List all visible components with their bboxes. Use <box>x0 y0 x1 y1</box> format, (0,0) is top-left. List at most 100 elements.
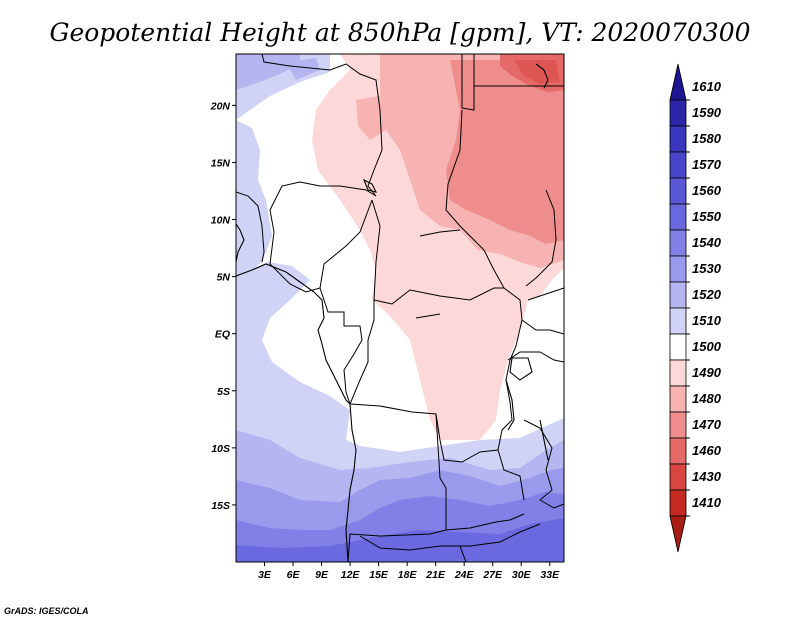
x-tick-label: 15E <box>369 569 389 581</box>
x-tick-label: 21E <box>425 569 446 581</box>
colorbar-segment <box>669 437 687 465</box>
colorbar-label: 1490 <box>692 365 722 380</box>
shade-northwest-blue-patch <box>286 58 320 80</box>
colorbar-label: 1470 <box>692 417 722 432</box>
colorbar-label: 1410 <box>692 495 722 510</box>
colorbar-label: 1500 <box>692 339 722 354</box>
border-niger-chad <box>275 149 383 199</box>
y-tick-label: 10N <box>211 215 231 227</box>
colorbar-segment <box>669 489 687 517</box>
x-tick-label: 3E <box>258 569 272 581</box>
colorbar-label: 1590 <box>692 105 722 120</box>
border-drc-south <box>349 403 499 463</box>
y-tick-label: 10S <box>211 443 230 455</box>
y-tick-label: 20N <box>210 100 231 112</box>
y-tick-label: EQ <box>215 329 230 341</box>
colorbar-segment <box>669 411 687 439</box>
lake-chad <box>362 178 378 193</box>
border-south-2 <box>459 545 467 562</box>
colorbar-segment <box>669 359 687 387</box>
colorbar-label: 1580 <box>692 131 722 146</box>
x-tick-label: 12E <box>341 569 361 581</box>
coast-angola <box>345 403 357 562</box>
shade-sahel-pink <box>356 96 386 140</box>
colorbar-segment <box>669 333 687 361</box>
lake-malawi <box>539 419 549 461</box>
shade-east-pink <box>446 60 564 244</box>
colorbar-top-triangle <box>669 63 687 101</box>
colorbar-label: 1510 <box>692 313 722 328</box>
shade-red-core <box>514 60 560 84</box>
border-cameroon <box>319 287 363 405</box>
colorbar-segment <box>669 151 687 179</box>
border-mozambique <box>539 499 564 509</box>
grads-credit: GrADS: IGES/COLA <box>4 606 89 616</box>
y-axis: 20N 15N 10N 5N EQ 5S 10S 15S <box>210 100 236 512</box>
colorbar-label: 1430 <box>692 469 722 484</box>
x-axis: 3E 6E 9E 12E 15E 18E 21E 24E 27E 30E 33E <box>258 562 560 581</box>
border-north-east-2 <box>527 287 564 301</box>
colorbar-label: 1610 <box>692 79 722 94</box>
plot-area <box>236 54 564 562</box>
colorbar-segment <box>669 255 687 283</box>
x-tick-label: 9E <box>315 569 329 581</box>
shading-layer <box>236 54 564 562</box>
colorbar-segment <box>669 307 687 335</box>
border-tanzania <box>523 419 553 501</box>
lake-tanganyika <box>505 379 515 431</box>
colorbar-segment <box>669 463 687 491</box>
colorbar-label: 1570 <box>692 157 722 172</box>
colorbar-label: 1530 <box>692 261 722 276</box>
border-west-sahel <box>261 54 383 151</box>
x-tick-label: 30E <box>512 569 532 581</box>
colorbar-segment <box>669 125 687 153</box>
shade-south-blue-4 <box>236 518 564 562</box>
colorbar-segment <box>669 99 687 127</box>
colorbar-label: 1480 <box>692 391 722 406</box>
y-tick-label: 15N <box>211 157 231 169</box>
x-tick-label: 27E <box>482 569 503 581</box>
border-nigeria <box>269 197 373 293</box>
colorbar-segment <box>669 229 687 257</box>
colorbar-segment <box>669 385 687 413</box>
border-car-south <box>419 229 461 237</box>
plot-frame <box>235 53 565 563</box>
border-angola-zambia <box>347 413 447 562</box>
x-tick-label: 18E <box>398 569 418 581</box>
coast-west-africa <box>236 223 245 263</box>
shade-northwest-blue <box>236 54 300 90</box>
colorbar-label: 1520 <box>692 287 722 302</box>
shade-central-africa-pink <box>404 296 510 420</box>
colorbar-segment <box>669 281 687 309</box>
colorbar-segment <box>669 203 687 231</box>
colorbar-bottom-triangle <box>669 515 687 553</box>
border-libya-egypt <box>461 54 475 111</box>
y-tick-label: 5N <box>217 272 231 284</box>
y-tick-label: 15S <box>211 500 230 512</box>
colorbar-label: 1460 <box>692 443 722 458</box>
x-tick-label: 33E <box>540 569 560 581</box>
coast-gulf-guinea <box>236 263 351 405</box>
y-tick-label: 5S <box>217 386 230 398</box>
coastlines <box>236 63 549 562</box>
country-borders <box>236 54 564 562</box>
colorbar-label: 1550 <box>692 209 722 224</box>
chart-title: Geopotential Height at 850hPa [gpm], VT:… <box>49 18 750 47</box>
border-zambia-south <box>445 513 525 531</box>
congo-river-detail <box>415 313 441 319</box>
x-tick-label: 24E <box>454 569 475 581</box>
border-car <box>371 199 504 305</box>
colorbar: 1610 1590 1580 1570 1560 1550 1540 1530 1520 1510… <box>669 63 722 553</box>
colorbar-segment <box>669 177 687 205</box>
colorbar-label: 1560 <box>692 183 722 198</box>
border-chad-sudan <box>445 109 505 289</box>
border-benin-togo <box>236 191 265 263</box>
border-congo <box>349 300 375 405</box>
border-east-africa <box>521 319 564 335</box>
border-south-1 <box>359 523 541 551</box>
border-north-east-ethiopia <box>525 189 557 287</box>
border-east-africa-2 <box>507 351 564 363</box>
lake-victoria <box>509 357 533 381</box>
x-tick-label: 6E <box>287 569 301 581</box>
